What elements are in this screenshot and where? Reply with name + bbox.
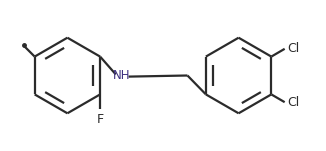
Text: NH: NH [113,69,131,82]
Text: F: F [96,113,104,126]
Text: Cl: Cl [287,42,299,55]
Text: Cl: Cl [287,96,299,109]
